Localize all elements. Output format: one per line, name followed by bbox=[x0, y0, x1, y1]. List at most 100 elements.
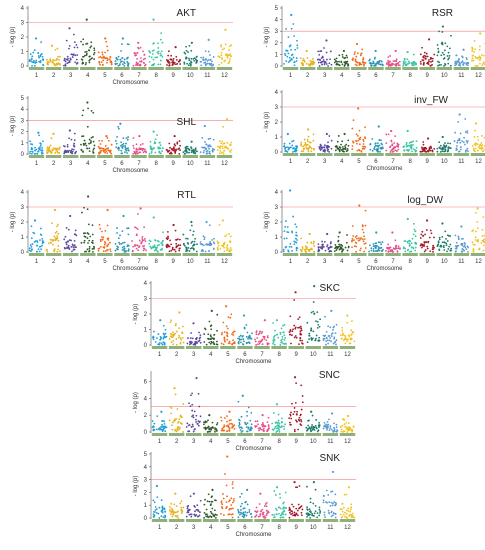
snp-point bbox=[162, 337, 165, 340]
snp-point bbox=[335, 249, 338, 251]
snp-point bbox=[482, 244, 485, 247]
snp-point bbox=[317, 61, 320, 64]
snp-point bbox=[285, 237, 288, 240]
snp-point bbox=[443, 57, 446, 59]
snp-point bbox=[413, 241, 416, 244]
snp-point bbox=[287, 148, 290, 151]
snp-point bbox=[293, 64, 296, 67]
snp-point bbox=[92, 140, 95, 143]
chromosome-band bbox=[28, 67, 45, 70]
snp-point bbox=[428, 59, 430, 61]
snp-point bbox=[356, 149, 359, 152]
snp-point bbox=[222, 514, 225, 516]
snp-point bbox=[422, 141, 425, 143]
snp-point bbox=[185, 45, 187, 48]
snp-point bbox=[286, 150, 289, 153]
chromosome-tick-label: 2 bbox=[175, 352, 179, 358]
chromosome-tick-label: 10 bbox=[310, 439, 317, 445]
snp-point bbox=[294, 514, 297, 516]
snp-point bbox=[419, 53, 422, 56]
snp-point bbox=[216, 149, 219, 151]
snp-point bbox=[264, 425, 267, 428]
snp-point bbox=[322, 245, 325, 248]
snp-point bbox=[224, 235, 226, 238]
snp-point bbox=[54, 151, 57, 154]
snp-point bbox=[291, 512, 294, 515]
snp-point bbox=[240, 338, 243, 341]
snp-point bbox=[72, 245, 74, 247]
snp-point bbox=[207, 516, 210, 519]
snp-point bbox=[29, 244, 32, 246]
y-axis-label: - log (p) bbox=[264, 212, 270, 233]
chromosome-tick-label: 9 bbox=[426, 73, 430, 79]
snp-point bbox=[462, 63, 464, 66]
snp-point bbox=[165, 59, 168, 61]
snp-point bbox=[306, 147, 309, 150]
snp-point bbox=[353, 53, 356, 56]
snp-point bbox=[177, 244, 180, 247]
chromosome-tick-label: 1 bbox=[158, 439, 162, 445]
peak-snp-point bbox=[173, 387, 176, 390]
peak-snp-point bbox=[155, 484, 158, 488]
snp-point bbox=[200, 64, 203, 67]
panel-title: SHL bbox=[177, 117, 197, 128]
snp-point bbox=[92, 250, 94, 253]
snp-point bbox=[81, 211, 83, 214]
snp-point bbox=[85, 61, 88, 64]
snp-point bbox=[329, 242, 332, 245]
snp-point bbox=[442, 244, 445, 247]
snp-point bbox=[266, 512, 269, 515]
snp-point bbox=[310, 430, 312, 433]
snp-point bbox=[204, 427, 207, 430]
snp-point bbox=[309, 516, 312, 519]
snp-point bbox=[292, 413, 295, 416]
snp-point bbox=[406, 241, 409, 244]
snp-point bbox=[90, 141, 92, 144]
snp-point bbox=[290, 245, 293, 248]
chromosome-band bbox=[165, 67, 181, 70]
snp-point bbox=[341, 249, 344, 252]
snp-point bbox=[220, 512, 222, 515]
snp-point bbox=[40, 53, 43, 55]
snp-point bbox=[441, 235, 444, 238]
snp-point bbox=[54, 239, 57, 242]
snp-point bbox=[83, 241, 86, 244]
snp-point bbox=[257, 343, 259, 346]
snp-point bbox=[344, 246, 347, 249]
snp-point bbox=[331, 332, 334, 335]
snp-point bbox=[308, 334, 311, 337]
chromosome-band bbox=[97, 253, 113, 256]
snp-point bbox=[299, 414, 302, 417]
snp-point bbox=[171, 424, 173, 427]
snp-point bbox=[200, 60, 203, 63]
snp-point bbox=[183, 61, 186, 64]
snp-point bbox=[410, 250, 413, 253]
snp-point bbox=[32, 231, 35, 234]
snp-point bbox=[140, 242, 143, 245]
snp-point bbox=[180, 339, 183, 341]
x-axis-label: Chromosome bbox=[235, 532, 272, 538]
snp-point bbox=[202, 58, 204, 61]
snp-point bbox=[164, 425, 167, 428]
snp-point bbox=[473, 50, 475, 53]
snp-point bbox=[335, 426, 338, 429]
snp-point bbox=[263, 515, 266, 518]
chromosome-band bbox=[334, 153, 350, 156]
snp-point bbox=[421, 46, 423, 49]
snp-point bbox=[325, 63, 328, 65]
chromosome-band bbox=[339, 433, 356, 436]
snp-point bbox=[116, 136, 118, 138]
peak-snp-point bbox=[479, 32, 482, 35]
snp-point bbox=[149, 140, 152, 143]
snp-point bbox=[106, 49, 109, 52]
snp-point bbox=[233, 330, 235, 333]
snp-point bbox=[173, 149, 175, 152]
chromosome-1-points bbox=[282, 189, 299, 253]
snp-point bbox=[99, 245, 102, 248]
snp-point bbox=[317, 248, 320, 251]
snp-point bbox=[185, 246, 188, 249]
snp-point bbox=[121, 246, 124, 249]
snp-point bbox=[231, 423, 234, 425]
chromosome-8-points bbox=[402, 50, 418, 67]
snp-point bbox=[261, 330, 264, 333]
